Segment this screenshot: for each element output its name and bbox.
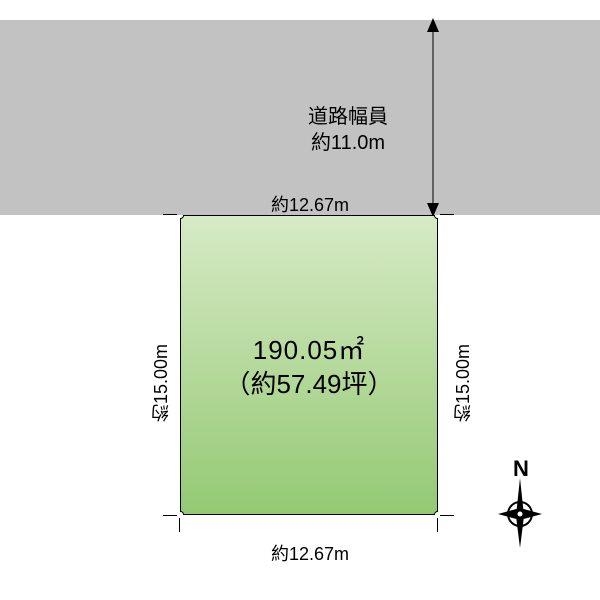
dim-left-tick-top [163, 214, 177, 215]
dim-bottom-tick-left [179, 518, 180, 532]
road-width-title: 道路幅員 [288, 100, 408, 129]
dim-right-tick-bottom [440, 515, 454, 516]
dim-right-tick-top [440, 214, 454, 215]
dim-left-tick-bottom [163, 515, 177, 516]
dim-bottom-tick-right [437, 518, 438, 532]
dim-right-label: 約15.00m [450, 312, 476, 422]
dim-top-label: 約12.67m [255, 191, 365, 217]
dim-bottom-label: 約12.67m [255, 540, 365, 566]
road-width-value: 約11.0m [288, 126, 408, 155]
plot-area-sqm: 190.05㎡ [180, 330, 438, 367]
dim-left-label: 約15.00m [148, 312, 174, 422]
plot-area-tsubo: （約57.49坪） [180, 364, 438, 401]
compass-icon [492, 478, 548, 548]
plot-diagram: 道路幅員 約11.0m 約12.67m 190.05㎡ （約57.49坪） 約1… [0, 0, 600, 600]
